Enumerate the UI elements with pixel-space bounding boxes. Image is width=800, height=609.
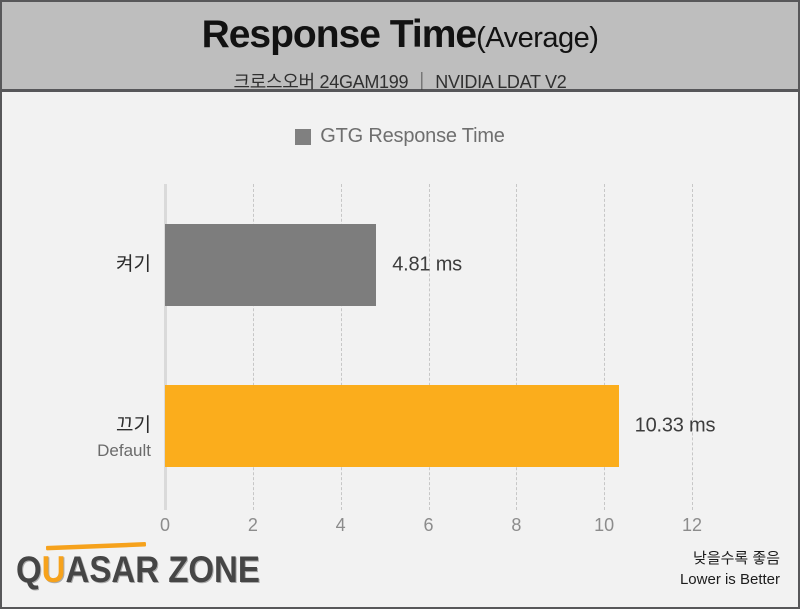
logo-text-u: U [41,548,66,590]
chart-subtitle: 크로스오버 24GAM199 ｜ NVIDIA LDAT V2 [233,72,567,92]
x-tick-label: 6 [423,515,434,535]
gridline [516,184,518,510]
quasarzone-logo: QUASAR ZONE [16,542,260,591]
legend: GTG Response Time [2,125,798,148]
gridline [252,184,254,510]
category-label: 끄기 Default [97,413,151,463]
value-label: 10.33 ms [634,414,716,437]
x-tick-label: 2 [247,515,258,535]
logo-text-rest: ASAR ZONE [65,548,260,590]
gridline [428,184,430,510]
gridline [604,184,606,510]
page-title: Response Time(Average) [2,12,798,66]
x-tick-label: 0 [159,515,171,535]
gridline [340,184,342,510]
title-suffix: (Average) [476,22,599,54]
bar-끄기 [165,385,619,468]
title-main: Response Time [201,13,478,56]
category-label-main: 켜기 [116,253,151,275]
plot-area: 0 2 4 6 8 10 12 4.81 ms 켜기 10.33 ms 끄기 Default [97,184,716,535]
lower-is-better-note: 낮을수록 좋음 Lower is Better [680,548,780,590]
chart-header: Response Time(Average) 크로스오버 24GAM199 ｜ … [2,2,798,92]
x-tick-label: 8 [511,515,522,535]
category-label-sub: Default [97,441,151,461]
note-english: Lower is Better [679,571,780,588]
bar-켜기 [165,223,377,306]
legend-label: GTG Response Time [320,125,505,147]
x-tick-label: 4 [335,515,346,535]
category-label: 켜기 [116,252,151,278]
y-axis-line [164,184,167,510]
x-tick-label: 12 [681,515,703,535]
category-label-main: 끄기 [116,415,151,437]
legend-swatch-icon [295,128,312,145]
x-tick-label: 10 [594,515,615,535]
value-label: 4.81 ms [392,253,462,276]
logo-text-q: Q [16,548,42,590]
gridline [692,184,693,510]
note-korean: 낮을수록 좋음 [693,550,780,567]
